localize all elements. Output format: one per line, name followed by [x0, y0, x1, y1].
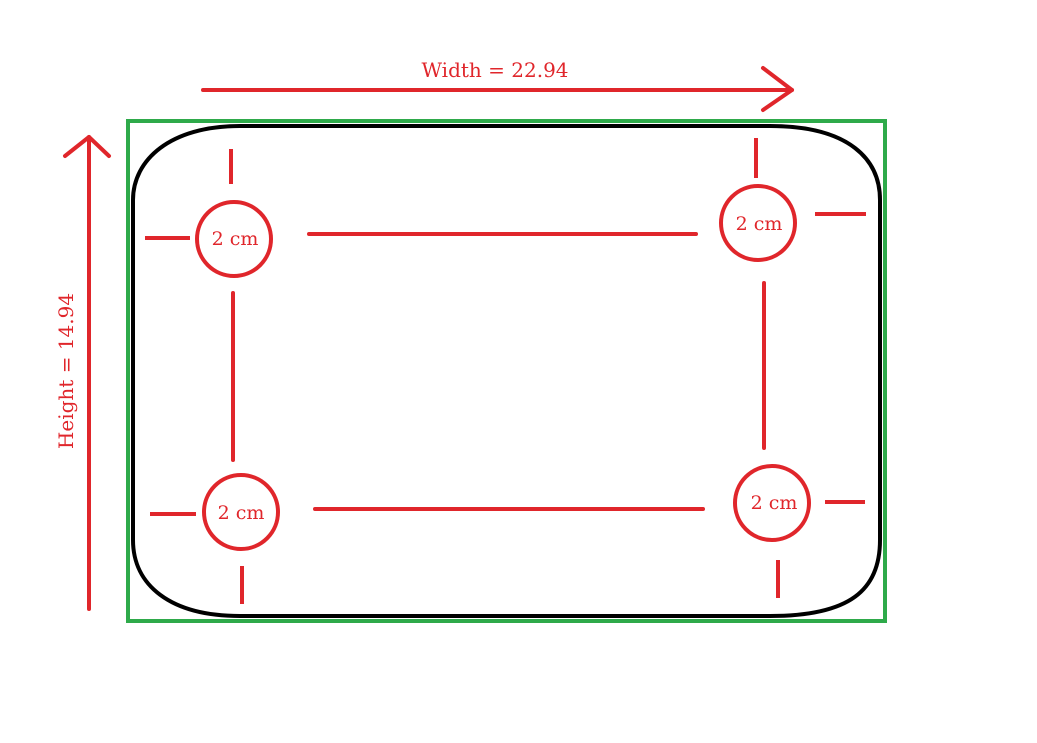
hole-circle [719, 184, 797, 262]
hole-bottom-right: 2 cm [733, 464, 865, 598]
hole-top-right: 2 cm [719, 138, 866, 262]
rounded-outline [131, 124, 882, 618]
hole-label: 2 cm [218, 502, 265, 524]
width-label: Width = 22.94 [421, 58, 568, 82]
hole-label: 2 cm [212, 228, 259, 250]
height-label: Height = 14.94 [54, 293, 78, 449]
hole-circle [195, 200, 273, 278]
hole-circle [733, 464, 811, 542]
height-arrow [63, 135, 111, 611]
hole-label: 2 cm [751, 492, 798, 514]
hole-circle [202, 473, 280, 551]
hole-bottom-left: 2 cm [150, 473, 280, 604]
hole-top-left: 2 cm [145, 149, 273, 278]
connecting-lines [231, 232, 766, 511]
hole-label: 2 cm [736, 213, 783, 235]
width-arrow [201, 66, 794, 112]
bounding-box [126, 119, 887, 623]
